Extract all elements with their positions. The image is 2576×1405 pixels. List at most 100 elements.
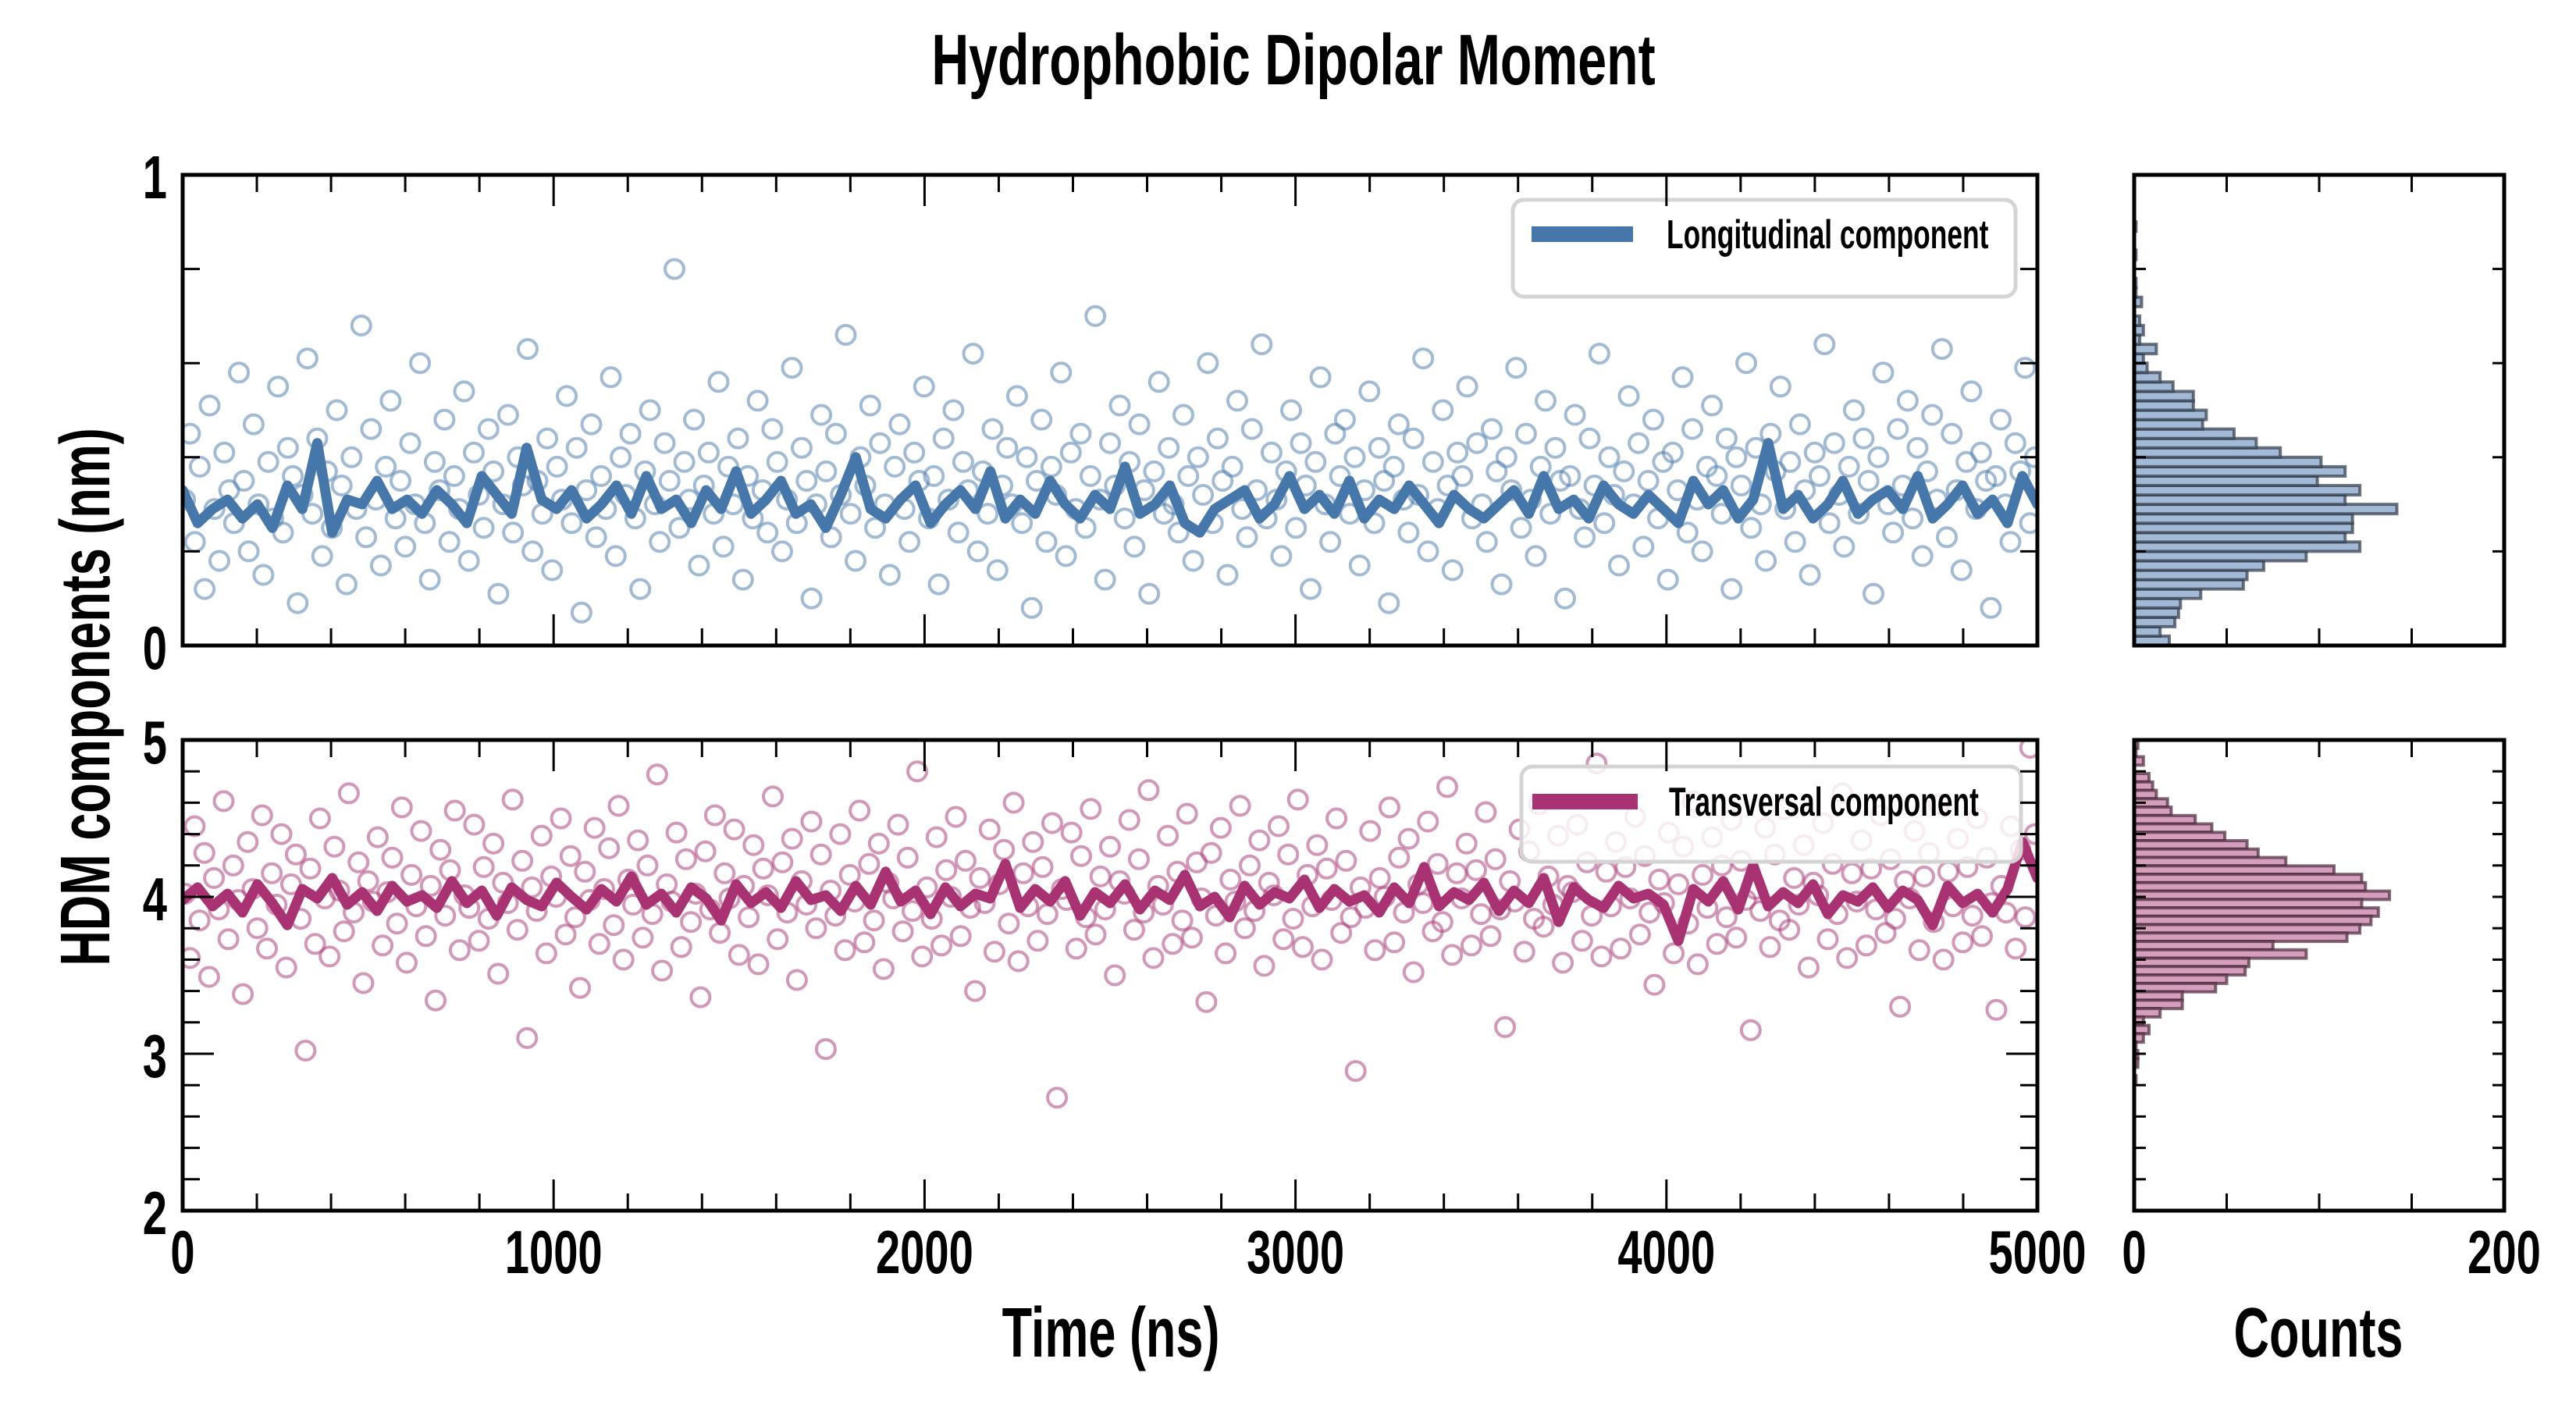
longitudinal-point [546,455,568,478]
chart-title: Hydrophobic Dipolar Moment [931,19,1655,99]
transversal-point [1128,848,1150,870]
transversal-point [747,953,770,976]
longitudinal-point [1495,446,1517,468]
transversal-point [1335,849,1357,872]
transversal-point [1282,908,1304,930]
transversal-point [482,832,505,855]
transversal-point [598,837,621,859]
transversal-point [738,906,760,929]
longitudinal-point [482,460,505,482]
longitudinal-point [996,436,1019,459]
transversal-point [1137,779,1160,802]
longitudinal-point [771,540,793,563]
transversal-point [1479,925,1502,948]
longitudinal-point [560,512,583,535]
transversal-point [352,972,375,994]
transversal-y-tick-label: 2 [143,1179,167,1247]
longitudinal-point [966,540,989,563]
transversal-point [689,986,712,1008]
longitudinal-point [423,450,446,473]
longitudinal-point [1236,526,1258,549]
transversal-point [357,870,379,892]
longitudinal-point [570,601,592,624]
transversal-point [1195,991,1218,1013]
transversal-point [554,923,577,946]
transversal-point [1046,1087,1069,1109]
longitudinal-point [938,489,960,511]
longitudinal-point [2004,432,2026,454]
longitudinal-point [1872,361,1895,384]
transversal-point [511,849,534,872]
transversal-point [372,934,394,957]
longitudinal-point [237,540,260,563]
transversal-point [805,917,827,940]
longitudinal-point [276,436,299,459]
longitudinal-point [1167,521,1190,544]
longitudinal-point [952,450,974,473]
longitudinal-point [810,404,833,426]
transversal-point [434,905,457,927]
longitudinal-point [834,324,857,346]
longitudinal-point [697,441,720,464]
transversal-point [237,831,259,853]
transversal-point [930,934,952,957]
longitudinal-point [1030,408,1053,431]
transversal-point [978,818,1001,841]
longitudinal-point [766,450,788,473]
longitudinal-point [1725,446,1748,468]
transversal-point [1417,810,1439,833]
longitudinal-point [1421,450,1444,473]
longitudinal-point [977,503,999,525]
transversal-hist-x-tick-label: 0 [2122,1218,2146,1286]
longitudinal-point [1755,550,1777,572]
longitudinal-point [1128,413,1151,436]
transversal-plot: Transversal component 0 1000 2000 3000 4000 5… [143,709,2087,1286]
transversal-point [670,936,692,959]
longitudinal-point [795,470,818,492]
longitudinal-point [1799,564,1821,586]
longitudinal-point [1950,559,1973,582]
longitudinal-axes: 01 [143,144,2040,682]
transversal-point [1532,916,1555,938]
transversal-point [1686,953,1709,976]
longitudinal-point [1402,427,1425,450]
transversal-point [506,919,528,941]
longitudinal-point [962,343,984,365]
longitudinal-point [208,550,230,572]
transversal-point [559,845,582,867]
longitudinal-point [1343,446,1366,468]
transversal-point [1725,927,1748,949]
transversal-point [366,826,389,848]
transversal-point [1397,827,1420,850]
transversal-point [501,788,524,811]
longitudinal-point [1368,436,1390,459]
transversal-point [516,1026,539,1049]
legend-label-transversal: Transversal component [1669,780,1979,824]
longitudinal-y-tick-label: 0 [143,614,167,682]
longitudinal-point [712,535,735,558]
longitudinal-point [311,545,333,567]
longitudinal-point [350,315,372,336]
longitudinal-point [1593,512,1616,535]
longitudinal-point [443,464,465,487]
longitudinal-point [1999,531,2022,553]
transversal-point [1359,820,1382,842]
transversal-point [1176,802,1198,825]
longitudinal-point [1818,512,1841,535]
transversal-axes: 0 1000 2000 3000 4000 5000 2 3 4 5 [143,709,2087,1286]
longitudinal-point [1417,540,1439,563]
transversal-point [1253,955,1276,977]
longitudinal-point [1823,432,1845,454]
transversal-point [632,927,654,949]
transversal-point [1932,948,1955,971]
transversal-point [1913,865,1935,887]
transversal-point [1157,824,1179,847]
transversal-point [318,945,341,968]
transversal-point [680,911,703,934]
longitudinal-point [1221,455,1244,478]
transversal-point [270,823,293,845]
transversal-point [1739,1019,1762,1041]
longitudinal-point [1020,596,1043,619]
transversal-legend: Transversal component [1519,764,2023,864]
